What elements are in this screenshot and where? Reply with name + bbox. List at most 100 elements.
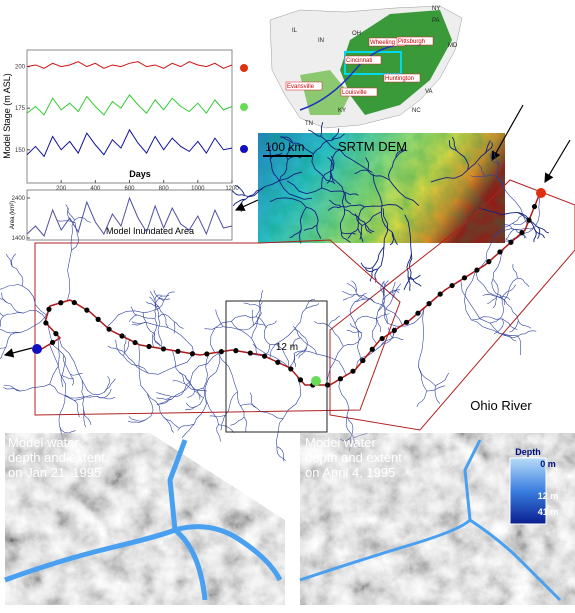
legend-label: 0 m xyxy=(540,459,556,469)
stream xyxy=(536,225,541,240)
stream xyxy=(314,321,329,326)
stream xyxy=(61,374,74,380)
stream xyxy=(388,289,400,295)
state-label: TN xyxy=(305,121,313,127)
cross-section xyxy=(379,335,385,342)
stream xyxy=(149,296,160,308)
stream xyxy=(418,307,425,361)
stream xyxy=(158,314,175,323)
stream xyxy=(155,298,159,318)
cross-section xyxy=(84,307,90,313)
stream xyxy=(181,423,195,438)
arrow xyxy=(234,199,259,211)
stream xyxy=(430,169,469,183)
stream xyxy=(282,375,302,419)
snapshot-caption: Model water xyxy=(8,435,79,450)
stream xyxy=(313,139,332,155)
area-title: Model Inundated Area xyxy=(106,226,194,236)
stream xyxy=(311,153,335,183)
stream xyxy=(305,299,315,309)
stream xyxy=(509,320,519,333)
stream xyxy=(477,162,486,177)
stream xyxy=(129,314,138,323)
stream xyxy=(375,313,390,319)
cross-section xyxy=(175,348,181,354)
stream xyxy=(375,318,381,332)
x-tick-label: 1000 xyxy=(191,186,205,192)
cross-section xyxy=(261,353,268,359)
stream xyxy=(467,153,486,171)
stream xyxy=(377,292,386,312)
stream xyxy=(58,336,83,381)
stream xyxy=(20,383,50,392)
legend-title: Depth xyxy=(515,447,541,457)
stream xyxy=(434,385,441,404)
stream xyxy=(320,122,324,137)
stream xyxy=(499,333,517,342)
stream xyxy=(328,199,342,208)
cross-section xyxy=(288,366,294,372)
stream xyxy=(81,380,85,410)
stream xyxy=(184,375,195,391)
stage-x-label: Days xyxy=(129,169,151,179)
state-label: PA xyxy=(432,18,440,24)
cross-section xyxy=(350,368,356,374)
stream xyxy=(360,262,373,269)
city-label-bg xyxy=(340,87,378,97)
stream xyxy=(195,389,201,400)
stream xyxy=(492,149,500,165)
stream xyxy=(305,303,320,310)
stream xyxy=(512,263,518,279)
snapshot-caption: Model water xyxy=(305,435,376,450)
snapshot-caption: on April 4, 1995 xyxy=(305,465,395,480)
stream xyxy=(426,385,446,392)
cross-section xyxy=(526,217,532,223)
stream xyxy=(475,270,505,300)
stream xyxy=(225,391,238,416)
y-tick-label: 1400 xyxy=(12,236,26,242)
stream xyxy=(184,375,197,390)
stream xyxy=(74,395,92,401)
stream xyxy=(534,193,541,228)
stream xyxy=(193,397,207,425)
stream xyxy=(346,330,362,334)
stream xyxy=(249,392,257,409)
stream xyxy=(171,381,191,397)
stream xyxy=(489,153,500,165)
cross-section xyxy=(71,299,77,306)
stream xyxy=(268,145,272,160)
stream xyxy=(327,157,334,170)
stream xyxy=(331,133,345,141)
stream xyxy=(499,294,511,301)
stream xyxy=(395,149,406,158)
stream xyxy=(264,171,303,187)
gauge-dot xyxy=(240,145,248,153)
stream xyxy=(354,294,375,303)
y-tick-label: 150 xyxy=(15,148,26,154)
stream xyxy=(364,222,372,234)
stream xyxy=(96,388,112,398)
stream xyxy=(216,424,221,442)
stream xyxy=(204,326,224,330)
arrow xyxy=(491,104,524,162)
stream xyxy=(103,378,116,393)
stream xyxy=(456,150,469,170)
gauge-dot xyxy=(240,64,248,72)
stream xyxy=(409,253,413,278)
snapshot-caption: depth and extent xyxy=(305,450,402,465)
legend-label: 12 m xyxy=(538,491,559,501)
stream xyxy=(470,175,486,178)
stream xyxy=(517,330,537,337)
stream xyxy=(19,309,50,333)
stream xyxy=(294,308,306,330)
cross-section xyxy=(369,346,375,352)
stream xyxy=(392,281,396,299)
stream xyxy=(138,344,148,394)
stream xyxy=(137,314,155,319)
cross-section xyxy=(275,359,281,365)
cross-section xyxy=(391,327,397,334)
stream xyxy=(471,319,500,334)
stream xyxy=(70,373,83,376)
stream xyxy=(533,228,545,239)
stream xyxy=(184,383,204,391)
